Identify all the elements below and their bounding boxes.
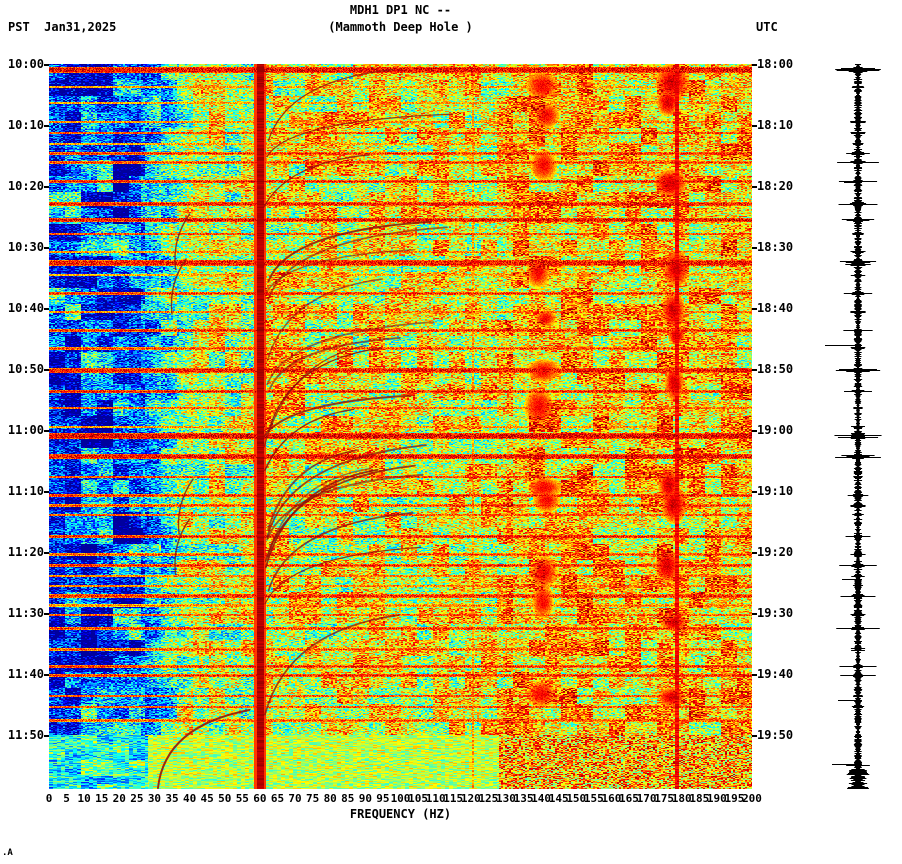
x-tick-label: 125 — [478, 792, 499, 805]
right-time-label: 19:00 — [757, 423, 794, 437]
right-axis-tick — [752, 491, 757, 493]
page-title: MDH1 DP1 NC -- — [349, 3, 452, 17]
x-tick-label: 170 — [636, 792, 657, 805]
x-tick-label: 80 — [323, 792, 337, 805]
right-time-label: 19:40 — [757, 667, 794, 681]
right-axis-tick — [752, 369, 757, 371]
right-axis-tick — [752, 247, 757, 249]
right-axis-tick — [752, 613, 757, 615]
x-tick-label: 190 — [706, 792, 727, 805]
x-tick-label: 110 — [425, 792, 446, 805]
x-axis-label: FREQUENCY (HZ) — [349, 807, 452, 821]
right-time-label: 19:10 — [757, 484, 794, 498]
left-time-label: 10:20 — [7, 179, 44, 193]
x-tick-label: 105 — [408, 792, 428, 805]
x-tick-label: 30 — [147, 792, 162, 805]
x-tick-label: 40 — [182, 792, 197, 805]
x-tick-label: 60 — [253, 792, 267, 805]
right-time-label: 19:20 — [757, 545, 794, 559]
x-tick-label: 180 — [671, 792, 692, 805]
right-time-label: 18:30 — [757, 240, 794, 254]
x-tick-label: 130 — [496, 792, 516, 805]
x-tick-label: 185 — [689, 792, 710, 805]
right-axis-tick — [752, 308, 757, 310]
x-tick-label: 120 — [460, 792, 481, 805]
right-time-label: 18:10 — [757, 118, 794, 132]
x-tick-label: 55 — [235, 792, 249, 805]
left-axis-tick — [44, 735, 49, 737]
left-axis-tick — [44, 369, 49, 371]
right-time-label: 18:40 — [757, 301, 794, 315]
x-tick-label: 140 — [531, 792, 552, 805]
left-axis-tick — [44, 491, 49, 493]
left-time-label: 11:30 — [7, 606, 44, 620]
x-tick-label: 175 — [654, 792, 675, 805]
right-axis-tick — [752, 552, 757, 554]
right-time-label: 19:50 — [757, 728, 794, 742]
x-tick-label: 50 — [218, 792, 232, 805]
pst-date-label: PST Jan31,2025 — [8, 20, 117, 34]
x-tick-label: 160 — [601, 792, 622, 805]
left-axis-tick — [44, 430, 49, 432]
x-tick-label: 10 — [77, 792, 91, 805]
x-tick-label: 145 — [548, 792, 569, 805]
x-tick-label: 115 — [443, 792, 464, 805]
spectrogram-canvas — [49, 64, 752, 789]
seismogram-trace-canvas — [822, 64, 892, 789]
right-axis-tick — [752, 430, 757, 432]
x-tick-label: 195 — [724, 792, 745, 805]
left-time-label: 10:40 — [7, 301, 44, 315]
left-time-label: 10:30 — [7, 240, 44, 254]
left-time-label: 10:10 — [7, 118, 44, 132]
x-tick-label: 45 — [200, 792, 214, 805]
x-tick-label: 155 — [583, 792, 604, 805]
left-axis-tick — [44, 552, 49, 554]
page-subtitle: (Mammoth Deep Hole ) — [328, 20, 473, 34]
x-tick-label: 90 — [358, 792, 372, 805]
x-tick-label: 100 — [390, 792, 411, 805]
right-axis-tick — [752, 64, 757, 66]
x-tick-label: 20 — [112, 792, 126, 805]
left-time-label: 10:50 — [7, 362, 44, 376]
right-time-label: 19:30 — [757, 606, 794, 620]
x-tick-label: 70 — [288, 792, 302, 805]
x-tick-label: 135 — [513, 792, 534, 805]
left-time-label: 11:50 — [7, 728, 44, 742]
x-tick-label: 25 — [130, 792, 144, 805]
x-tick-label: 75 — [306, 792, 320, 805]
right-axis-tick — [752, 735, 757, 737]
left-time-label: 11:40 — [7, 667, 44, 681]
right-time-label: 18:00 — [757, 57, 794, 71]
x-tick-label: 95 — [376, 792, 390, 805]
right-axis-tick — [752, 125, 757, 127]
left-time-label: 11:00 — [7, 423, 44, 437]
x-tick-label: 165 — [619, 792, 639, 805]
x-tick-label: 0 — [45, 792, 53, 805]
x-tick-label: 200 — [742, 792, 762, 805]
utc-label: UTC — [756, 20, 778, 34]
x-tick-label: 35 — [165, 792, 179, 805]
x-tick-label: 5 — [63, 792, 70, 805]
left-axis-tick — [44, 247, 49, 249]
left-time-label: 11:20 — [7, 545, 44, 559]
left-axis-tick — [44, 125, 49, 127]
left-time-label: 11:10 — [7, 484, 44, 498]
x-tick-label: 150 — [566, 792, 587, 805]
left-time-label: 10:00 — [7, 57, 44, 71]
right-time-label: 18:20 — [757, 179, 794, 193]
left-axis-tick — [44, 613, 49, 615]
corner-mark: .A — [2, 848, 13, 858]
right-axis-tick — [752, 674, 757, 676]
x-tick-label: 65 — [270, 792, 285, 805]
x-tick-label: 15 — [95, 792, 109, 805]
right-time-label: 18:50 — [757, 362, 794, 376]
left-axis-tick — [44, 674, 49, 676]
right-axis-tick — [752, 186, 757, 188]
left-axis-tick — [44, 308, 49, 310]
left-axis-tick — [44, 64, 49, 66]
left-axis-tick — [44, 186, 49, 188]
x-tick-label: 85 — [341, 792, 355, 805]
